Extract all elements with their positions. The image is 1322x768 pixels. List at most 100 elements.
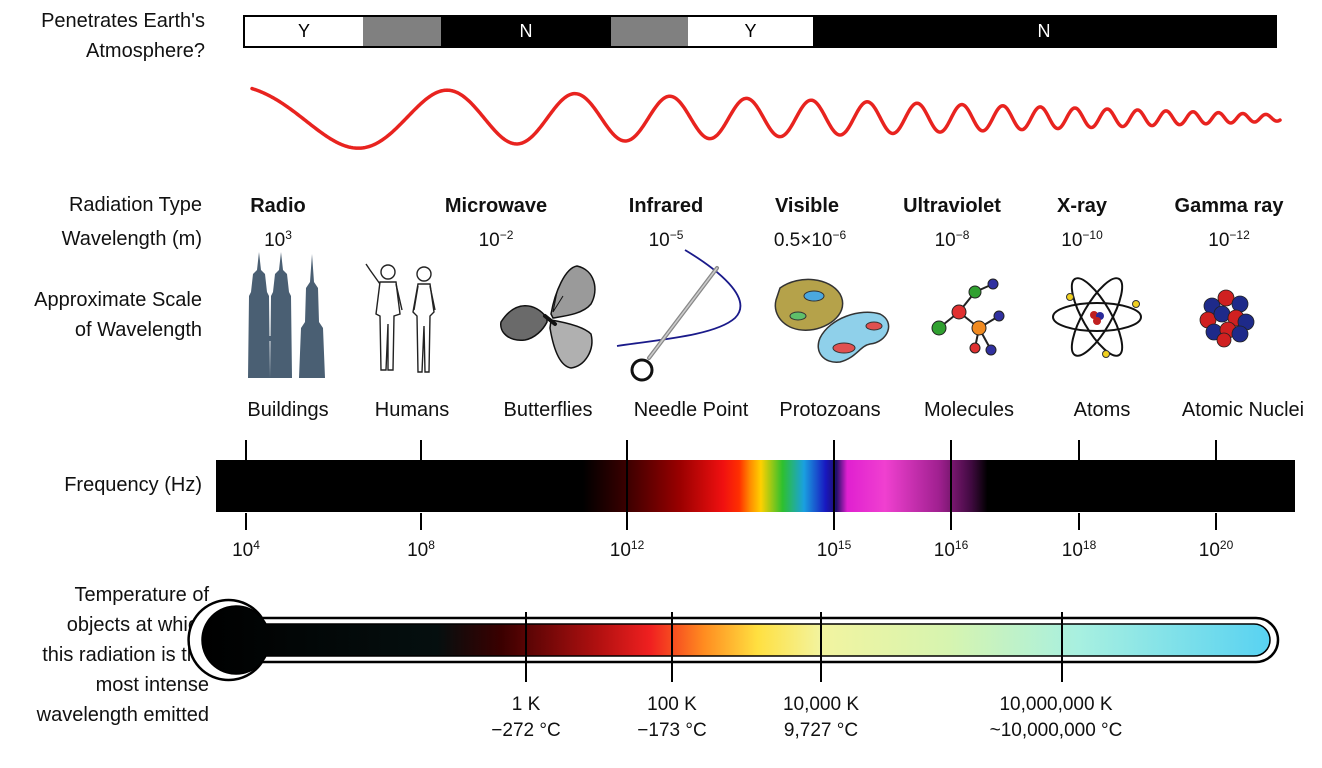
- frequency-base: 10: [933, 540, 955, 561]
- scale-name-buildings: Buildings: [247, 399, 329, 421]
- atmosphere-segment: N: [813, 17, 1275, 46]
- protozoans-icon: [774, 278, 890, 363]
- nucleus-icon: [1199, 289, 1255, 348]
- radiation-name-infrared: Infrared: [628, 195, 704, 217]
- wavelength-value-xray: 10−10: [992, 228, 1172, 252]
- wavelength-value-microwave: 10−2: [406, 228, 586, 252]
- wavelength-exponent: −12: [1229, 228, 1250, 242]
- scale-name-molecules: Molecules: [923, 399, 1015, 421]
- frequency-base: 10: [816, 540, 838, 561]
- wavelength-value-ultraviolet: 10−8: [862, 228, 1042, 252]
- thermometer-fill: [201, 605, 1271, 675]
- scale-label-line1: Approximate Scale: [34, 289, 202, 311]
- temperature-celsius: 9,727 °C: [783, 720, 859, 741]
- wavelength-base: 10: [478, 230, 500, 251]
- atmosphere-segment: Y: [245, 17, 363, 46]
- frequency-base: 10: [232, 540, 254, 561]
- temperature-celsius: −173 °C: [637, 720, 707, 741]
- temperature-value: 10,000 K 9,727 °C: [721, 692, 921, 744]
- radiation-name-visible: Visible: [774, 195, 840, 217]
- scale-name-atomic-nuclei: Atomic Nuclei: [1181, 399, 1305, 421]
- scale-name-atoms: Atoms: [1073, 399, 1131, 421]
- temperature-kelvin: 1 K: [511, 694, 541, 715]
- temperature-label-line2: objects at which: [66, 614, 209, 636]
- frequency-exponent: 12: [630, 538, 645, 552]
- wavelength-exponent: −5: [669, 228, 684, 242]
- radiation-type-label: Radiation Type: [68, 194, 202, 216]
- temperature-label-line3: this radiation is the: [42, 644, 209, 666]
- temperature-label-line4: most intense: [95, 674, 209, 696]
- wavelength-value-infrared: 10−5: [576, 228, 756, 252]
- radiation-name-xray: X-ray: [1056, 195, 1108, 217]
- frequency-ticks: [245, 440, 1217, 530]
- temperature-value: 100 K −173 °C: [572, 692, 772, 744]
- scale-label: Approximate Scale of Wavelength: [0, 285, 202, 345]
- temperature-label: Temperature of objects at which this rad…: [0, 580, 209, 730]
- radiation-name-ultraviolet: Ultraviolet: [903, 195, 1001, 217]
- frequency-label: Frequency (Hz): [64, 474, 202, 496]
- radiation-name-gamma: Gamma ray: [1174, 195, 1284, 217]
- frequency-exponent: 16: [954, 538, 969, 552]
- atmosphere-bar: Y N Y N: [243, 15, 1277, 48]
- temperature-celsius: −272 °C: [491, 720, 561, 741]
- atom-icon: [1052, 277, 1142, 358]
- temperature-thermometer: [187, 598, 1280, 682]
- frequency-base: 10: [1061, 540, 1083, 561]
- frequency-tick-label: 1012: [577, 538, 677, 562]
- wavelength-exponent: 3: [285, 228, 292, 242]
- molecule-icon: [931, 278, 1005, 356]
- frequency-spectrum-bar: [216, 460, 1295, 512]
- scale-name-humans: Humans: [374, 399, 450, 421]
- temperature-kelvin: 100 K: [647, 694, 697, 715]
- wavelength-value-radio: 103: [188, 228, 368, 252]
- frequency-exponent: 15: [837, 538, 852, 552]
- radiation-name-radio: Radio: [250, 195, 306, 217]
- wavelength-base: 10: [264, 230, 286, 251]
- scale-name-needle-point: Needle Point: [633, 399, 749, 421]
- butterfly-icon: [500, 265, 596, 369]
- frequency-tick-label: 108: [371, 538, 471, 562]
- frequency-base: 10: [1198, 540, 1220, 561]
- frequency-tick-label: 1020: [1166, 538, 1266, 562]
- buildings-icon: [248, 252, 325, 378]
- atmosphere-label-line1: Penetrates Earth's: [41, 10, 205, 32]
- temperature-label-line1: Temperature of: [74, 584, 209, 606]
- temperature-celsius: ~10,000,000 °C: [989, 720, 1123, 741]
- frequency-base: 10: [609, 540, 631, 561]
- humans-icon: [365, 263, 436, 373]
- wavelength-base: 10: [1061, 230, 1083, 251]
- wavelength-base: 0.5×10: [773, 230, 833, 251]
- wavelength-label: Wavelength (m): [61, 228, 202, 250]
- temperature-kelvin: 10,000 K: [782, 694, 860, 715]
- wavelength-exponent: −10: [1082, 228, 1103, 242]
- scale-name-protozoans: Protozoans: [779, 399, 881, 421]
- atmosphere-segment: Y: [688, 17, 813, 46]
- wave-diagram: [250, 86, 1282, 150]
- wavelength-value-visible: 0.5×10−6: [720, 228, 900, 252]
- wavelength-exponent: −6: [832, 228, 847, 242]
- frequency-exponent: 8: [428, 538, 435, 552]
- scale-label-line2: of Wavelength: [74, 319, 202, 341]
- wavelength-value-gamma: 10−12: [1139, 228, 1319, 252]
- frequency-tick-label: 104: [196, 538, 296, 562]
- wavelength-exponent: −2: [499, 228, 514, 242]
- wavelength-base: 10: [648, 230, 670, 251]
- frequency-exponent: 4: [253, 538, 260, 552]
- frequency-tick-label: 1015: [784, 538, 884, 562]
- frequency-tick-label: 1016: [901, 538, 1001, 562]
- atmosphere-segment: [363, 17, 441, 46]
- temperature-label-line5: wavelength emitted: [36, 704, 209, 726]
- frequency-base: 10: [407, 540, 429, 561]
- atmosphere-label: Penetrates Earth's Atmosphere?: [0, 6, 205, 66]
- frequency-exponent: 18: [1082, 538, 1097, 552]
- frequency-tick-label: 1018: [1029, 538, 1129, 562]
- atmosphere-label-line2: Atmosphere?: [86, 40, 205, 62]
- wavelength-base: 10: [1208, 230, 1230, 251]
- scale-name-butterflies: Butterflies: [503, 399, 593, 421]
- wavelength-wave: [250, 86, 1282, 150]
- radiation-name-microwave: Microwave: [444, 195, 548, 217]
- wavelength-base: 10: [934, 230, 956, 251]
- temperature-value: 1 K −272 °C: [426, 692, 626, 744]
- wavelength-exponent: −8: [955, 228, 970, 242]
- atmosphere-segment: N: [441, 17, 611, 46]
